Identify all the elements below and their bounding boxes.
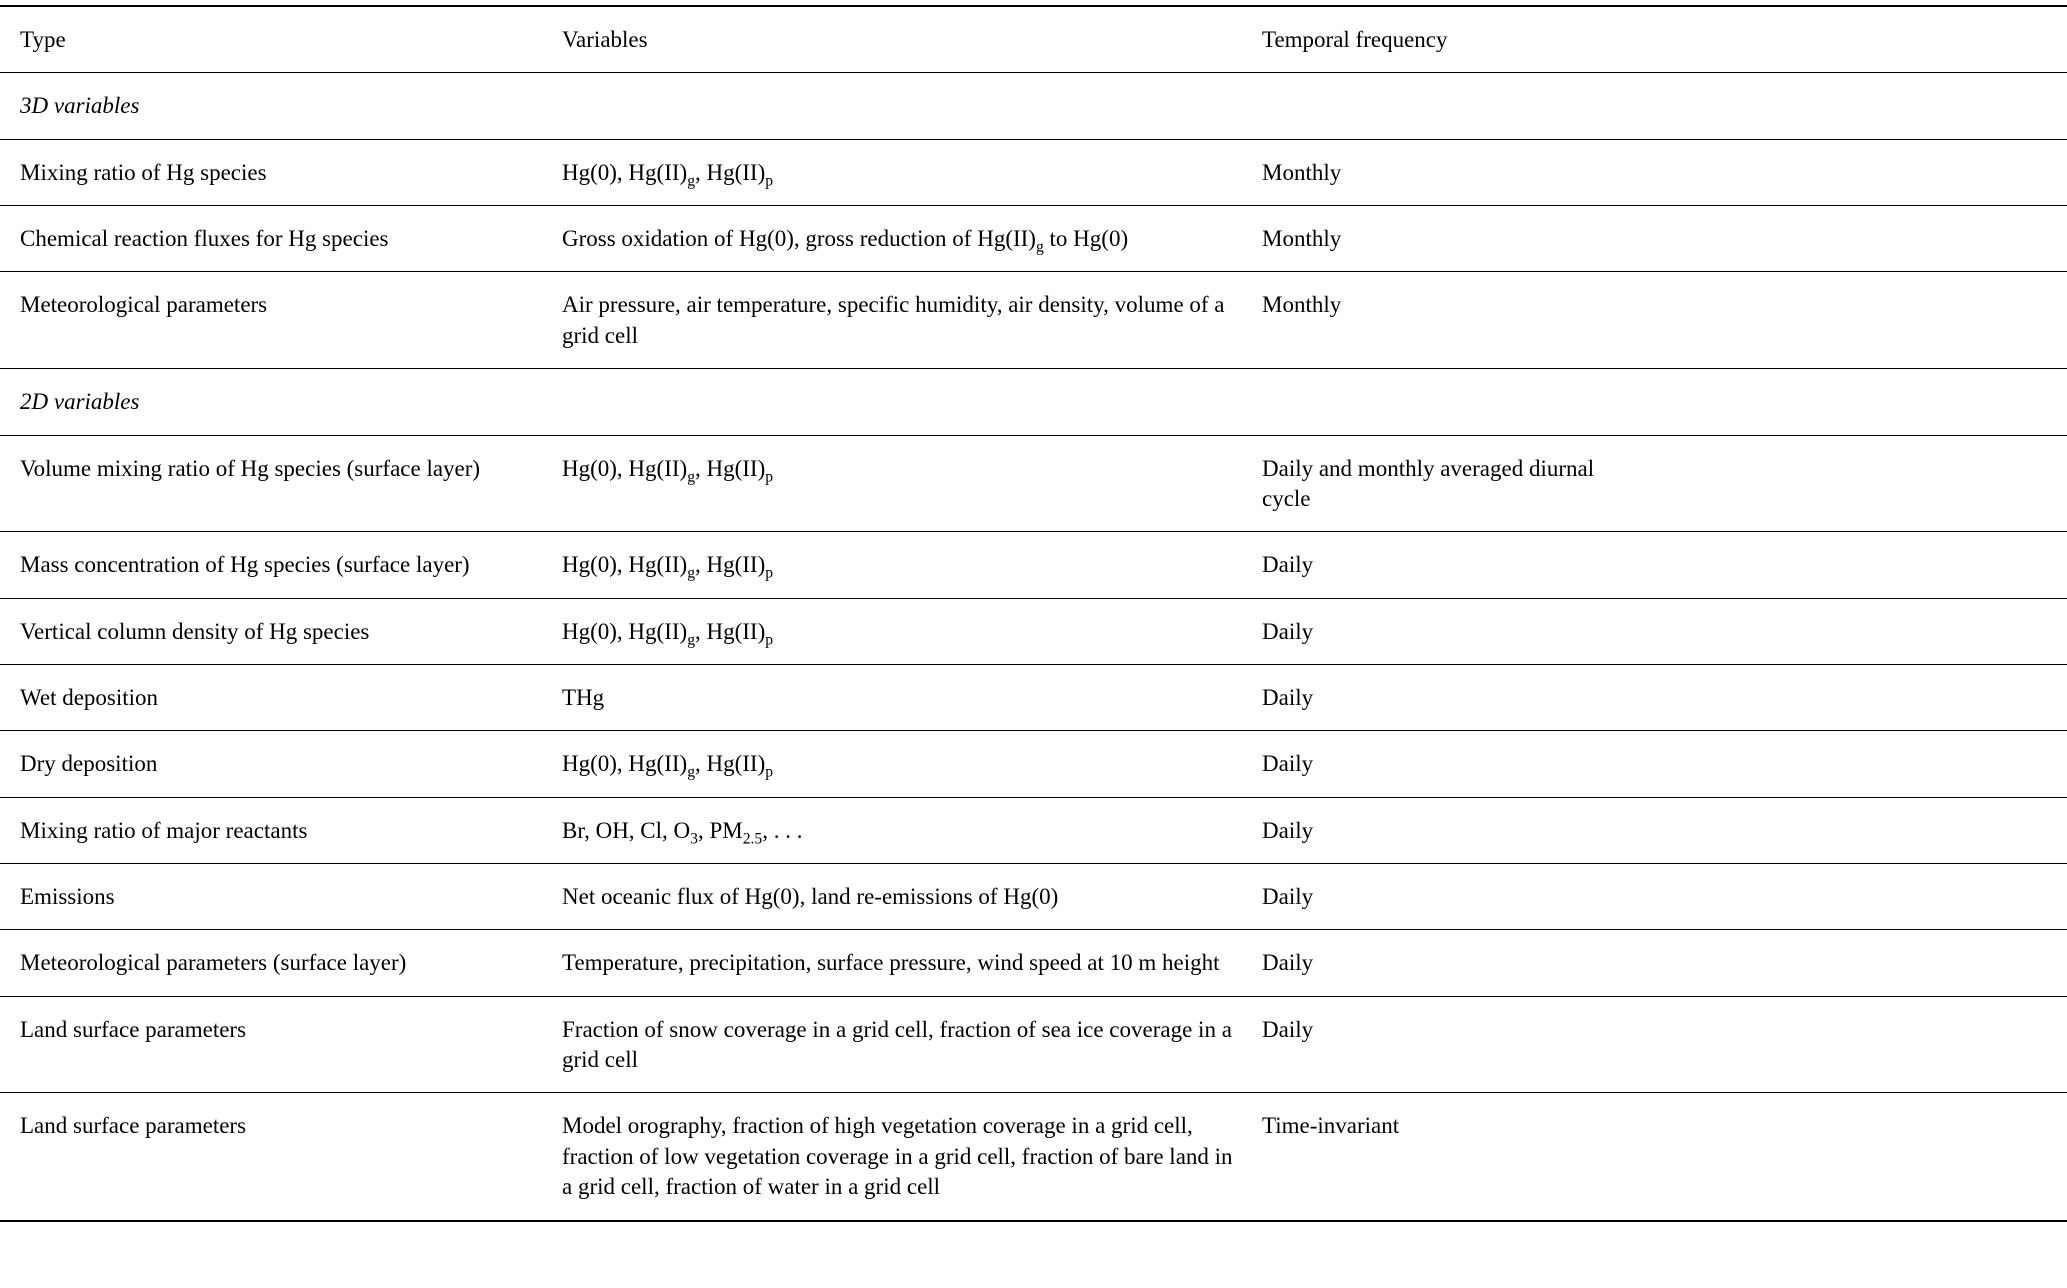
frequency-text: Monthly: [1262, 226, 1342, 252]
table-row: Chemical reaction fluxes for Hg species …: [0, 206, 2067, 272]
cell-frequency: Daily: [1250, 731, 2067, 797]
frequency-text: Daily: [1262, 684, 1314, 710]
frequency-text: Daily: [1262, 618, 1314, 644]
cell-variables: Hg(0), Hg(II)g, Hg(II)p: [562, 455, 774, 486]
cell-frequency: Daily: [1250, 532, 2067, 598]
cell-variables: Fraction of snow coverage in a grid cell…: [562, 1016, 1232, 1073]
cell-frequency: Daily and monthly averaged diurnal cycle: [1250, 435, 2067, 532]
frequency-text: Daily: [1262, 1016, 1314, 1042]
table-row: Mixing ratio of major reactants Br, OH, …: [0, 797, 2067, 864]
table-row: Dry deposition Hg(0), Hg(II)g, Hg(II)p D…: [0, 731, 2067, 798]
cell-frequency: Daily: [1250, 930, 2067, 996]
column-header-variables: Variables: [562, 27, 648, 52]
column-header-type: Type: [20, 27, 66, 52]
cell-frequency: Daily: [1250, 797, 2067, 863]
table-row: Wet deposition THg Daily: [0, 664, 2067, 731]
cell-variables: Hg(0), Hg(II)g, Hg(II)p: [562, 751, 774, 781]
cell-frequency: Daily: [1250, 598, 2067, 664]
table-row: Land surface parameters Fraction of snow…: [0, 996, 2067, 1093]
cell-variables: Hg(0), Hg(II)g, Hg(II)p: [562, 552, 774, 582]
table-row: Meteorological parameters (surface layer…: [0, 930, 2067, 997]
cell-type: Land surface parameters: [20, 1016, 247, 1042]
cell-type: Meteorological parameters: [20, 292, 268, 318]
cell-type: Meteorological parameters (surface layer…: [20, 950, 407, 976]
frequency-text: Monthly: [1262, 159, 1342, 185]
cell-frequency: Time-invariant: [1250, 1093, 2067, 1221]
cell-variables: Br, OH, Cl, O3, PM2.5, . . .: [562, 817, 803, 848]
cell-variables: Temperature, precipitation, surface pres…: [562, 950, 1220, 976]
cell-variables: Air pressure, air temperature, specific …: [562, 292, 1225, 348]
cell-frequency: Monthly: [1250, 139, 2067, 205]
cell-variables: Hg(0), Hg(II)g, Hg(II)p: [562, 618, 774, 649]
data-table: Type Variables Temporal frequency 3D var…: [0, 5, 2067, 1222]
cell-type: Wet deposition: [20, 684, 159, 710]
frequency-text: Monthly: [1262, 292, 1342, 318]
frequency-text: Time-invariant: [1262, 1113, 1400, 1139]
cell-type: Mass concentration of Hg species (surfac…: [20, 552, 470, 578]
cell-type: Vertical column density of Hg species: [20, 618, 370, 644]
table-row: Meteorological parameters Air pressure, …: [0, 272, 2067, 369]
cell-variables: Net oceanic flux of Hg(0), land re-emiss…: [562, 884, 1059, 910]
header-row: Type Variables Temporal frequency: [0, 6, 2067, 73]
cell-variables: Model orography, fraction of high vegeta…: [562, 1113, 1233, 1200]
cell-type: Chemical reaction fluxes for Hg species: [20, 226, 389, 252]
column-header-frequency: Temporal frequency: [1262, 27, 1448, 52]
frequency-text: Daily and monthly averaged diurnal cycle: [1262, 455, 1595, 511]
table-row: Volume mixing ratio of Hg species (surfa…: [0, 435, 2067, 532]
cell-frequency: Monthly: [1250, 206, 2067, 272]
table-row: Vertical column density of Hg species Hg…: [0, 598, 2067, 665]
section-row-3d-variables: 3D variables: [0, 73, 2067, 140]
table-row: Mixing ratio of Hg species Hg(0), Hg(II)…: [0, 139, 2067, 206]
cell-type: Dry deposition: [20, 751, 158, 777]
cell-variables: Hg(0), Hg(II)g, Hg(II)p: [562, 159, 774, 190]
cell-frequency: Daily: [1250, 996, 2067, 1093]
frequency-text: Daily: [1262, 950, 1314, 976]
cell-variables: THg: [562, 684, 605, 710]
frequency-text: Daily: [1262, 884, 1314, 910]
cell-type: Mixing ratio of major reactants: [20, 817, 308, 843]
cell-frequency: Daily: [1250, 864, 2067, 930]
cell-type: Emissions: [20, 884, 115, 910]
table-row: Land surface parameters Model orography,…: [0, 1093, 2067, 1221]
frequency-text: Daily: [1262, 552, 1314, 578]
cell-frequency: Daily: [1250, 664, 2067, 730]
table-row: Emissions Net oceanic flux of Hg(0), lan…: [0, 864, 2067, 930]
cell-frequency: Monthly: [1250, 272, 2067, 369]
section-label: 2D variables: [20, 389, 140, 415]
frequency-text: Daily: [1262, 751, 1314, 777]
cell-variables: Gross oxidation of Hg(0), gross reductio…: [562, 226, 1129, 256]
section-row-2d-variables: 2D variables: [0, 369, 2067, 436]
section-label: 3D variables: [20, 93, 140, 119]
cell-type: Land surface parameters: [20, 1113, 247, 1139]
cell-type: Mixing ratio of Hg species: [20, 159, 267, 185]
frequency-text: Daily: [1262, 817, 1314, 843]
cell-type: Volume mixing ratio of Hg species (surfa…: [20, 455, 481, 481]
table-row: Mass concentration of Hg species (surfac…: [0, 532, 2067, 599]
